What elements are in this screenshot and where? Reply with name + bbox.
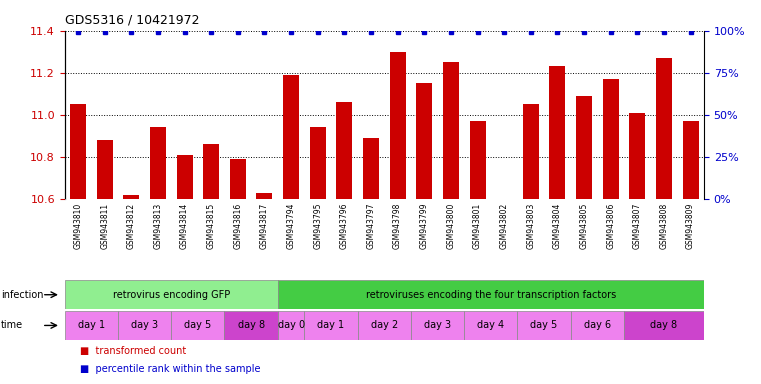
Bar xyxy=(496,199,512,308)
Text: GSM943806: GSM943806 xyxy=(607,203,615,249)
Text: GSM943799: GSM943799 xyxy=(420,203,428,250)
Text: GSM943804: GSM943804 xyxy=(553,203,562,249)
Bar xyxy=(517,311,571,340)
Text: day 4: day 4 xyxy=(477,320,505,331)
Text: day 0: day 0 xyxy=(278,320,304,331)
Text: day 3: day 3 xyxy=(424,320,451,331)
Text: GSM943794: GSM943794 xyxy=(287,203,295,250)
Bar xyxy=(224,311,278,340)
Text: day 2: day 2 xyxy=(371,320,398,331)
Text: GSM943807: GSM943807 xyxy=(633,203,642,249)
Text: day 1: day 1 xyxy=(78,320,105,331)
Text: GSM943795: GSM943795 xyxy=(314,203,322,250)
Text: day 8: day 8 xyxy=(651,320,677,331)
Text: day 1: day 1 xyxy=(317,320,345,331)
Bar xyxy=(171,311,224,340)
Bar xyxy=(150,127,166,199)
Bar xyxy=(123,195,139,199)
Bar xyxy=(310,127,326,199)
Bar xyxy=(256,193,272,199)
Text: GSM943815: GSM943815 xyxy=(207,203,215,249)
Text: retrovirus encoding GFP: retrovirus encoding GFP xyxy=(113,290,230,300)
Bar xyxy=(363,138,379,199)
Bar xyxy=(118,311,171,340)
Text: GSM943809: GSM943809 xyxy=(686,203,695,249)
Bar xyxy=(390,52,406,199)
Text: GDS5316 / 10421972: GDS5316 / 10421972 xyxy=(65,14,199,27)
Bar xyxy=(70,104,86,199)
Text: day 3: day 3 xyxy=(131,320,158,331)
Text: day 8: day 8 xyxy=(237,320,265,331)
Bar xyxy=(683,121,699,199)
Bar xyxy=(523,104,539,199)
Text: day 5: day 5 xyxy=(184,320,212,331)
Text: GSM943803: GSM943803 xyxy=(527,203,535,249)
Text: day 6: day 6 xyxy=(584,320,611,331)
Bar xyxy=(304,311,358,340)
Bar xyxy=(656,58,672,199)
Bar xyxy=(97,140,113,199)
Bar xyxy=(629,113,645,199)
Bar xyxy=(278,280,704,309)
Text: GSM943796: GSM943796 xyxy=(340,203,349,250)
Text: GSM943811: GSM943811 xyxy=(100,203,109,249)
Bar xyxy=(571,311,624,340)
Bar xyxy=(416,83,432,199)
Bar xyxy=(177,155,193,199)
Text: GSM943798: GSM943798 xyxy=(393,203,402,249)
Text: GSM943816: GSM943816 xyxy=(234,203,242,249)
Bar xyxy=(464,311,517,340)
Text: GSM943802: GSM943802 xyxy=(500,203,508,249)
Text: GSM943810: GSM943810 xyxy=(74,203,82,249)
Bar xyxy=(65,280,278,309)
Text: GSM943808: GSM943808 xyxy=(660,203,668,249)
Text: GSM943797: GSM943797 xyxy=(367,203,375,250)
Text: retroviruses encoding the four transcription factors: retroviruses encoding the four transcrip… xyxy=(366,290,616,300)
Bar xyxy=(603,79,619,199)
Text: infection: infection xyxy=(1,290,43,300)
Text: ■  percentile rank within the sample: ■ percentile rank within the sample xyxy=(80,364,260,374)
Bar xyxy=(576,96,592,199)
Text: time: time xyxy=(1,320,23,331)
Text: GSM943801: GSM943801 xyxy=(473,203,482,249)
Bar xyxy=(336,102,352,199)
Text: GSM943814: GSM943814 xyxy=(180,203,189,249)
Text: GSM943812: GSM943812 xyxy=(127,203,135,249)
Text: GSM943813: GSM943813 xyxy=(154,203,162,249)
Bar xyxy=(65,311,118,340)
Text: GSM943805: GSM943805 xyxy=(580,203,588,249)
Bar xyxy=(278,311,304,340)
Bar xyxy=(443,62,459,199)
Bar xyxy=(470,121,486,199)
Bar xyxy=(203,144,219,199)
Text: ■  transformed count: ■ transformed count xyxy=(80,346,186,356)
Bar xyxy=(358,311,411,340)
Bar xyxy=(283,75,299,199)
Bar xyxy=(624,311,704,340)
Text: day 5: day 5 xyxy=(530,320,558,331)
Bar xyxy=(549,66,565,199)
Text: GSM943817: GSM943817 xyxy=(260,203,269,249)
Text: GSM943800: GSM943800 xyxy=(447,203,455,249)
Bar xyxy=(411,311,464,340)
Bar xyxy=(230,159,246,199)
